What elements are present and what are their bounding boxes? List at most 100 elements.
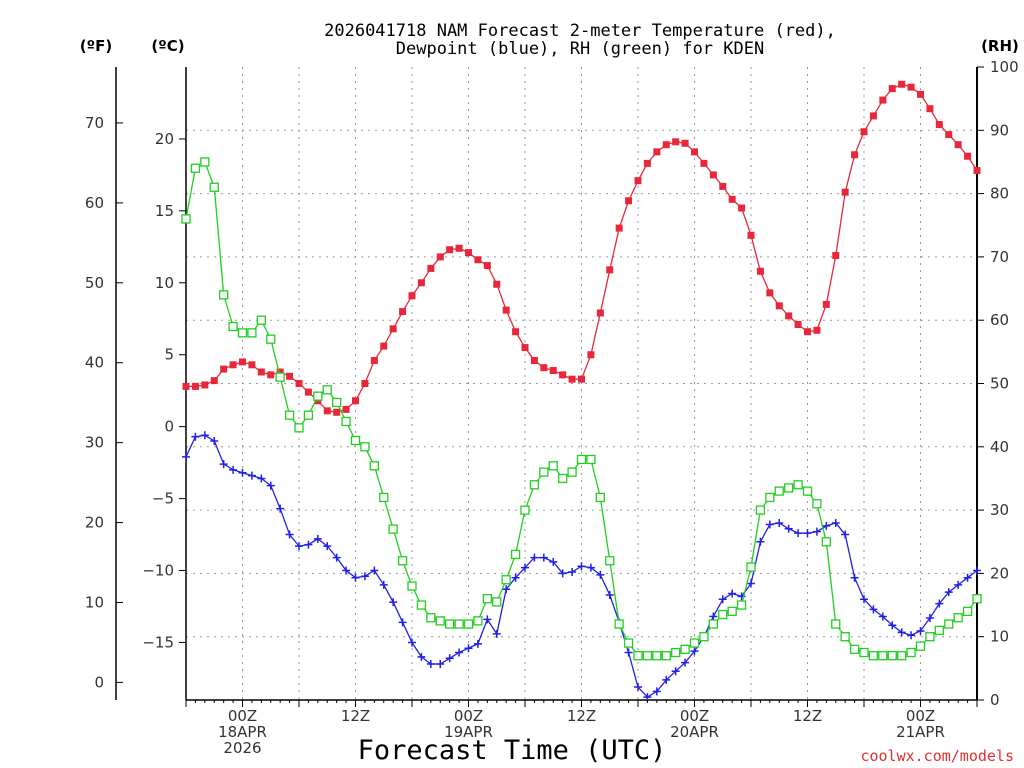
rh-point <box>614 619 624 629</box>
fahrenheit-tick-label: 60 <box>85 194 104 212</box>
temperature-point <box>304 388 312 396</box>
dewpoint-point <box>558 569 567 578</box>
dewpoint-point <box>492 629 501 638</box>
temperature-point <box>738 204 746 212</box>
rh-point <box>492 597 502 607</box>
x-tick-label: 00Z <box>228 707 257 725</box>
rh-point <box>887 651 897 661</box>
dewpoint-point <box>728 589 737 598</box>
temperature-point <box>493 280 501 288</box>
rh-point <box>529 480 540 490</box>
rh-tick-label: 60 <box>990 311 1009 329</box>
dewpoint-point <box>568 567 577 576</box>
rh-tick-label: 20 <box>990 564 1009 582</box>
temperature-point <box>945 131 953 139</box>
dewpoint-point <box>426 660 435 669</box>
dewpoint-point <box>455 648 464 657</box>
rh-point <box>482 594 492 604</box>
dewpoint-point <box>502 585 511 594</box>
temperature-point <box>220 365 228 373</box>
rh-point <box>671 647 681 658</box>
dewpoint-point <box>850 573 859 582</box>
dewpoint-point <box>191 432 200 441</box>
rh-point <box>322 385 332 395</box>
temperature-point <box>596 309 604 317</box>
temperature-point <box>182 382 190 390</box>
rh-point <box>718 609 728 620</box>
dewpoint-point <box>973 566 981 575</box>
rh-point <box>407 581 417 591</box>
fahrenheit-tick-label: 40 <box>85 354 104 372</box>
celsius-unit-label: (ºC) <box>151 37 184 55</box>
temperature-point <box>860 128 868 136</box>
chart-title-line-1: 2026041718 NAM Forecast 2-meter Temperat… <box>324 21 836 41</box>
x-tick-label: 00Z <box>454 707 483 725</box>
rh-point <box>727 606 737 617</box>
temperature-point <box>691 148 698 156</box>
temperature-point <box>747 231 755 239</box>
dewpoint-point <box>944 588 953 597</box>
rh-point <box>228 321 238 332</box>
temperature-point <box>436 253 444 261</box>
rh-point <box>793 480 803 490</box>
rh-point <box>859 647 869 658</box>
rh-point <box>915 641 926 651</box>
rh-point <box>435 616 445 626</box>
rh-point <box>633 651 643 661</box>
temperature-point <box>832 251 840 259</box>
x-tick-label: 12Z <box>567 707 596 725</box>
rh-point <box>680 644 690 655</box>
temperature-point <box>201 381 209 389</box>
dewpoint-point <box>295 542 303 551</box>
rh-point <box>784 483 794 493</box>
rh-point <box>501 575 511 585</box>
temperature-point <box>380 342 388 350</box>
rh-point <box>623 638 634 648</box>
dewpoint-point <box>351 573 360 582</box>
grid-lines <box>186 67 977 700</box>
dewpoint-point <box>935 599 944 608</box>
rh-tick-label: 0 <box>990 691 1000 709</box>
dewpoint-point <box>652 687 661 696</box>
rh-point <box>586 454 596 465</box>
rh-point <box>746 562 756 572</box>
temperature-point <box>926 105 934 113</box>
x-tick-label: 19APR <box>444 723 493 741</box>
fahrenheit-tick-label: 10 <box>85 593 104 611</box>
dewpoint-point <box>596 570 605 579</box>
temperature-point <box>681 139 689 147</box>
rh-point <box>341 416 351 427</box>
dewpoint-point <box>464 644 473 653</box>
rh-point <box>821 537 831 547</box>
temperature-point <box>728 195 736 203</box>
rh-point <box>360 442 370 452</box>
rh-point <box>755 505 766 515</box>
rh-point <box>190 163 201 173</box>
temperature-point <box>474 256 482 264</box>
dewpoint-point <box>483 615 492 624</box>
rh-point <box>416 600 427 610</box>
dewpoint-point <box>539 553 548 562</box>
rh-point <box>397 556 408 566</box>
dewpoint-point <box>200 431 209 440</box>
dewpoint-point <box>897 628 906 637</box>
celsius-tick-label: 10 <box>155 274 174 292</box>
rh-point <box>972 594 982 604</box>
dewpoint-point <box>313 534 322 543</box>
temperature-point <box>709 171 717 179</box>
dewpoint-point <box>247 471 256 480</box>
temperature-point <box>813 326 821 334</box>
celsius-tick-label: 20 <box>155 130 174 148</box>
dewpoint-point <box>681 658 690 667</box>
dewpoint-point <box>605 590 614 599</box>
temperature-point <box>455 244 463 252</box>
rh-point <box>219 290 229 300</box>
rh-point <box>313 391 323 401</box>
rh-point <box>558 473 568 484</box>
temperature-point <box>643 159 651 167</box>
rh-tick-label: 90 <box>990 121 1009 139</box>
dewpoint-point <box>963 573 972 582</box>
dewpoint-point <box>332 553 341 562</box>
temperature-point <box>427 264 435 272</box>
celsius-tick-label: −10 <box>142 562 174 580</box>
